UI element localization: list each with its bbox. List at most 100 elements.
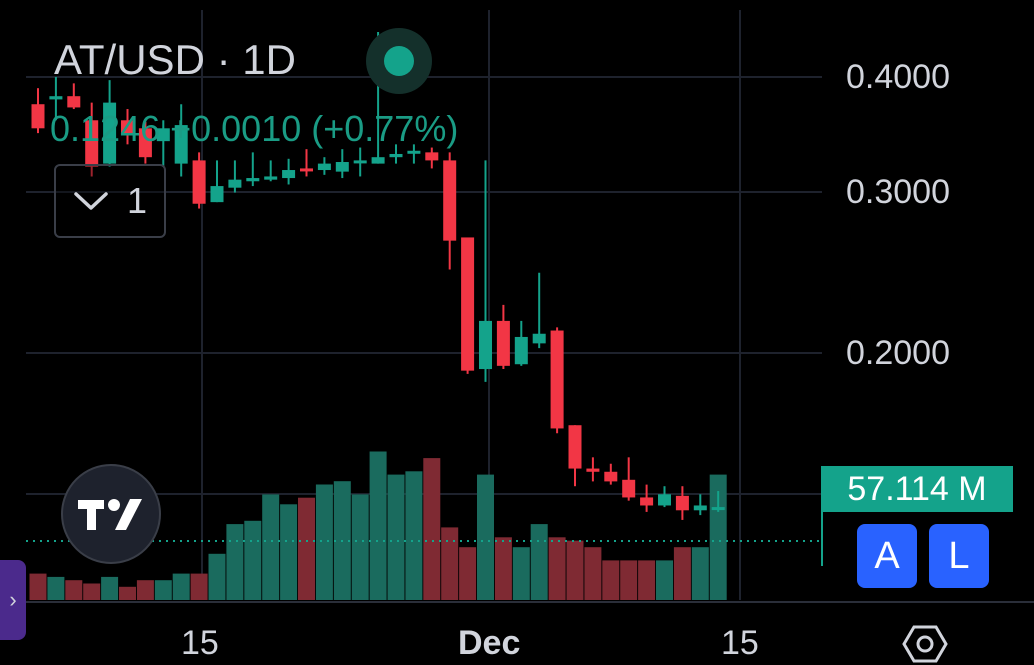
indicator-count: 1 [126, 180, 148, 221]
candle [532, 272, 546, 349]
volume-bar [101, 576, 119, 600]
candle-body [353, 160, 367, 164]
candle-body [138, 128, 152, 158]
candle [317, 157, 331, 175]
volume-bar [530, 524, 548, 600]
volume-bar [119, 586, 136, 600]
volume-bar [602, 560, 620, 600]
time-axis-label: Dec [458, 624, 521, 662]
volume-bar [494, 537, 512, 600]
candle-body [192, 160, 206, 204]
candle [389, 144, 403, 164]
candle [550, 327, 564, 434]
candle [407, 144, 421, 164]
volume-bar [190, 573, 208, 600]
candle-body [103, 102, 117, 164]
volume-bar [459, 547, 477, 600]
candle-body [693, 505, 707, 511]
price-axis-label: 0.3000 [846, 173, 950, 211]
candle [335, 149, 349, 179]
auto-scale-button[interactable]: A [857, 524, 917, 588]
volume-bar [656, 560, 673, 600]
candle-body [532, 333, 546, 344]
chart-grid [0, 10, 1034, 603]
candle-body [479, 320, 492, 370]
candle-body [604, 471, 618, 482]
candle [300, 149, 313, 177]
volume-badge: 57.114 M [821, 466, 1013, 512]
side-panel-expand-button[interactable]: › [0, 560, 26, 640]
candle [67, 83, 81, 110]
chevron-down-icon [74, 192, 108, 210]
price-axis-label: 0.4000 [846, 58, 950, 96]
candle [640, 484, 654, 512]
candle-body [121, 120, 134, 135]
candle-body [300, 168, 313, 172]
candle [264, 160, 278, 182]
market-status-indicator[interactable] [366, 28, 432, 94]
volume-bar [691, 547, 709, 600]
candle-body [264, 176, 278, 180]
indicator-toggle-button[interactable]: 1 [54, 164, 166, 238]
volume-bar [136, 580, 154, 600]
candle-body [389, 153, 403, 158]
time-axis-label: 15 [181, 624, 219, 662]
candle-body [49, 96, 63, 100]
candle [693, 494, 707, 516]
candle-body [443, 160, 457, 241]
candle-body [156, 128, 170, 142]
candle-body [174, 125, 188, 164]
candle [604, 463, 618, 485]
volume-bar [315, 484, 333, 600]
candle-body [425, 152, 439, 161]
settings-icon[interactable] [902, 624, 948, 664]
candle [228, 160, 242, 193]
candle [138, 121, 152, 164]
candle-body [85, 120, 99, 167]
candle-body [586, 468, 600, 472]
candle-body [210, 186, 224, 203]
volume-bar [584, 547, 602, 600]
candle-body [317, 163, 331, 171]
volume-bars [29, 451, 727, 600]
candle [479, 160, 492, 382]
volume-bar [709, 474, 727, 600]
volume-bar [620, 560, 638, 600]
volume-bar [83, 583, 101, 600]
candle [461, 237, 475, 374]
volume-bar [226, 524, 244, 600]
candle [443, 152, 457, 270]
volume-bar [566, 540, 584, 600]
volume-bar [351, 494, 369, 600]
price-quote: 0.1246 +0.0010 (+0.77%) [50, 108, 459, 149]
candle [353, 147, 367, 177]
volume-bar [405, 471, 423, 600]
chevron-right-icon: › [9, 587, 17, 612]
volume-bar [638, 560, 656, 600]
candle-body [496, 320, 510, 366]
time-axis-label: 15 [721, 624, 759, 662]
candle-body [658, 494, 671, 506]
candle-body [514, 336, 528, 365]
candle-body [282, 170, 296, 179]
volume-bar [477, 474, 494, 600]
candle-body [228, 179, 242, 188]
candle [496, 304, 510, 370]
candle-body [67, 96, 81, 108]
candle [103, 80, 117, 167]
symbol-title[interactable]: AT/USD · 1D [54, 36, 296, 83]
volume-bar [154, 580, 172, 600]
volume-bar [512, 547, 530, 600]
candle [568, 425, 582, 487]
candle [658, 486, 671, 508]
volume-bar [280, 504, 298, 600]
candle-body [371, 157, 385, 164]
candle-body [31, 104, 45, 129]
log-scale-button[interactable]: L [929, 524, 989, 588]
tradingview-logo[interactable] [61, 464, 161, 564]
candle [425, 147, 439, 169]
volume-bar [262, 494, 280, 600]
candle [49, 76, 63, 121]
live-dot-icon [384, 46, 414, 76]
